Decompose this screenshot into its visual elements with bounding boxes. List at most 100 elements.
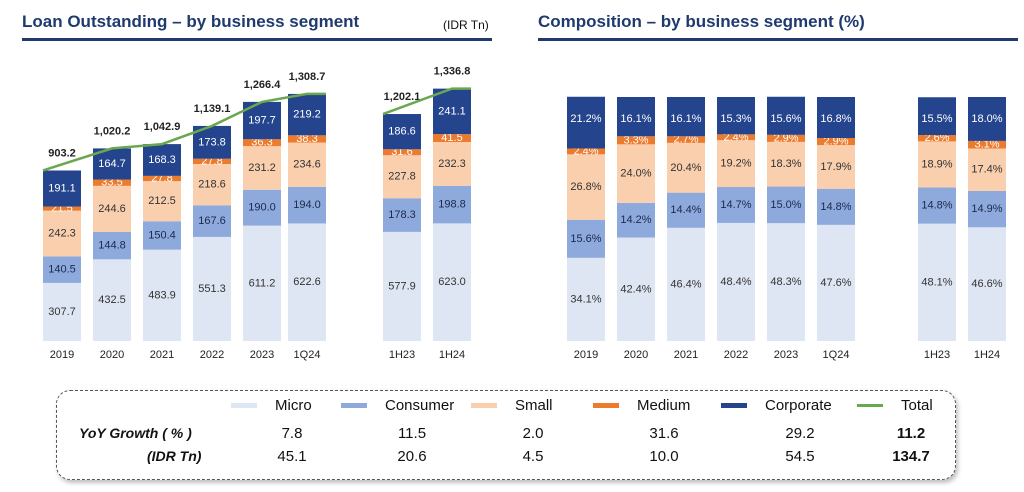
pct-bar-consumer-1q24 [817, 188, 855, 225]
x-tick-left-2022: 2022 [200, 349, 224, 361]
charts-canvas: 307.7140.5242.321.5191.1903.22019432.514… [42, 66, 1006, 361]
bar-small-1h24 [433, 141, 471, 186]
legend-corporate: Corporate [721, 397, 832, 414]
pct-bar-medium-1h24 [968, 140, 1006, 149]
value-label-corporate-2019: 191.1 [48, 183, 76, 195]
pct-bar-medium-2020 [617, 136, 655, 145]
pct-bar-medium-2021 [667, 136, 705, 143]
legend-swatch-micro [231, 403, 257, 408]
pct-label-small-1q24: 17.9% [820, 161, 851, 173]
pct-bar-corporate-1q24 [817, 97, 855, 138]
value-label-micro-2020: 432.5 [98, 294, 126, 306]
value-label-micro-2023: 611.2 [249, 277, 276, 289]
total-label-1h23: 1,202.1 [384, 91, 421, 103]
pct-bar-small-2022 [717, 140, 755, 188]
yoy-pct-medium: 31.6 [649, 425, 679, 442]
total-label-1q24: 1,308.7 [289, 71, 326, 83]
total-label-2020: 1,020.2 [94, 125, 131, 137]
x-tick-right-2019: 2019 [574, 349, 598, 361]
pct-bar-micro-2020 [617, 237, 655, 341]
left-chart-title: Loan Outstanding – by business segment [22, 12, 360, 31]
bar-corporate-2021 [143, 144, 181, 176]
legend-swatch-consumer [341, 403, 367, 408]
bar-medium-2021 [143, 175, 181, 182]
legend-label-medium: Medium [637, 397, 691, 414]
yoy-pct-corporate: 29.2 [785, 425, 815, 442]
x-tick-left-1h23: 1H23 [389, 349, 415, 361]
total-label-2023: 1,266.4 [244, 79, 282, 91]
pct-label-micro-1h24: 46.6% [971, 278, 1002, 290]
x-tick-right-1q24: 1Q24 [823, 349, 850, 361]
bar-consumer-2022 [193, 205, 231, 237]
x-tick-right-2022: 2022 [724, 349, 748, 361]
bar-micro-1h23 [383, 231, 421, 341]
value-label-corporate-1h23: 186.6 [388, 126, 416, 138]
value-label-consumer-2020: 144.8 [98, 240, 126, 252]
pct-bar-corporate-2022 [717, 97, 755, 135]
x-tick-left-2020: 2020 [100, 349, 124, 361]
bar-small-1q24 [288, 142, 326, 187]
total-label-2022: 1,139.1 [194, 103, 231, 115]
pct-label-consumer-1h24: 14.9% [971, 203, 1002, 215]
value-label-micro-1h23: 577.9 [388, 280, 416, 292]
pct-label-consumer-1q24: 14.8% [820, 201, 851, 213]
pct-label-consumer-2021: 14.4% [670, 204, 701, 216]
value-label-corporate-2023: 197.7 [248, 115, 276, 127]
bar-micro-2020 [93, 259, 131, 341]
legend-label-small: Small [515, 397, 553, 414]
pct-bar-medium-2023 [767, 134, 805, 142]
bar-micro-1q24 [288, 223, 326, 341]
pct-label-small-1h24: 17.4% [971, 164, 1002, 176]
bar-consumer-1q24 [288, 186, 326, 224]
pct-bar-corporate-1h24 [968, 97, 1006, 141]
pct-label-small-2023: 18.3% [770, 158, 801, 170]
bar-medium-2019 [43, 206, 81, 211]
pct-label-corporate-1q24: 16.8% [820, 113, 851, 125]
pct-bar-consumer-1h24 [968, 190, 1006, 228]
yoy-idr-label: (IDR Tn) [147, 448, 202, 464]
pct-label-consumer-2022: 14.7% [720, 199, 751, 211]
pct-label-corporate-2021: 16.1% [670, 113, 701, 125]
pct-bar-consumer-2019 [567, 219, 605, 258]
total-line-group-1 [382, 87, 471, 116]
bar-corporate-1h23 [383, 114, 421, 150]
legend-total: Total [857, 397, 933, 414]
yoy-growth-label: YoY Growth ( % ) [79, 425, 192, 441]
bar-small-2019 [43, 210, 81, 257]
pct-bar-consumer-1h23 [918, 187, 956, 224]
bar-small-2021 [143, 181, 181, 222]
bar-medium-2023 [243, 139, 281, 147]
value-label-micro-2021: 483.9 [148, 289, 176, 301]
value-label-micro-2022: 551.3 [198, 283, 226, 295]
x-tick-left-2019: 2019 [50, 349, 74, 361]
pct-label-micro-1q24: 47.6% [820, 277, 851, 289]
pct-bar-micro-1q24 [817, 224, 855, 341]
bar-corporate-1h24 [433, 88, 471, 135]
legend-swatch-medium [593, 403, 619, 408]
legend-label-total: Total [901, 397, 933, 414]
pct-bar-consumer-2021 [667, 192, 705, 228]
x-tick-right-1h23: 1H23 [924, 349, 950, 361]
value-label-small-2020: 244.6 [98, 203, 126, 215]
value-label-micro-1h24: 623.0 [438, 276, 466, 288]
pct-bar-small-1h24 [968, 148, 1006, 191]
value-label-medium-2023: 36.3 [251, 137, 272, 149]
total-line-group-0 [42, 92, 326, 172]
yoy-idr-medium: 10.0 [649, 448, 679, 465]
pct-label-micro-2021: 46.4% [670, 278, 701, 290]
value-label-micro-2019: 307.7 [48, 306, 76, 318]
yoy-idr-total: 134.7 [892, 448, 930, 465]
value-label-corporate-2022: 173.8 [198, 136, 226, 148]
value-label-small-2022: 218.6 [198, 179, 226, 191]
value-label-medium-1h24: 41.5 [441, 132, 462, 144]
pct-label-corporate-2020: 16.1% [620, 113, 651, 125]
bar-micro-2022 [193, 236, 231, 341]
legend-label-corporate: Corporate [765, 397, 832, 414]
value-label-consumer-1h24: 198.8 [438, 199, 466, 211]
value-label-consumer-1q24: 194.0 [293, 199, 321, 211]
pct-bar-small-1q24 [817, 145, 855, 189]
yoy-pct-total: 11.2 [896, 425, 926, 442]
pct-label-medium-1h24: 3.1% [974, 139, 999, 151]
value-label-consumer-2021: 150.4 [148, 229, 176, 241]
bar-micro-2023 [243, 225, 281, 341]
